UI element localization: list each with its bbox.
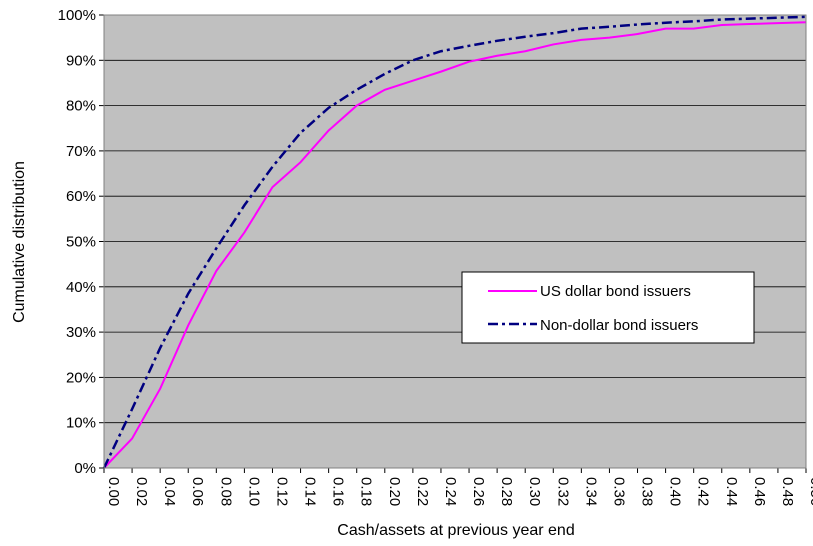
series-lines	[102, 15, 807, 469]
y-tick-label: 70%	[66, 143, 96, 160]
y-tick-label: 80%	[66, 98, 96, 115]
legend: US dollar bond issuers Non-dollar bond i…	[461, 271, 755, 344]
x-tick-label: 0.08	[217, 477, 234, 506]
x-tick-label: 0.02	[133, 477, 150, 506]
x-tick-label: 0.34	[582, 477, 599, 506]
y-tick-label: 10%	[66, 415, 96, 432]
x-tick-label: 0.04	[161, 477, 178, 506]
x-tick-label: 0.36	[610, 477, 627, 506]
x-tick-label: 0.00	[105, 477, 122, 506]
series-line-non-dollar	[102, 15, 807, 469]
x-tick-label: 0.40	[667, 477, 684, 506]
series-line-us-dollar	[103, 21, 807, 469]
x-axis-title: Cash/assets at previous year end	[337, 522, 574, 539]
y-tick-label: 100%	[58, 7, 96, 24]
y-axis-ticks: 0% 10% 20% 30% 40% 50% 60% 70% 80% 90% 100%	[58, 7, 104, 477]
legend-label-us-dollar: US dollar bond issuers	[540, 283, 691, 300]
x-tick-label: 0.10	[245, 477, 262, 506]
x-tick-label: 0.50	[807, 477, 813, 506]
x-tick-label: 0.24	[442, 477, 459, 506]
x-tick-label: 0.26	[470, 477, 487, 506]
x-tick-label: 0.30	[526, 477, 543, 506]
x-tick-label: 0.42	[695, 477, 712, 506]
y-tick-label: 0%	[74, 460, 96, 477]
x-tick-label: 0.20	[386, 477, 403, 506]
x-tick-label: 0.38	[639, 477, 656, 506]
y-tick-label: 60%	[66, 188, 96, 205]
legend-label-non-dollar: Non-dollar bond issuers	[540, 317, 698, 334]
x-tick-label: 0.44	[723, 477, 740, 506]
x-axis-ticks: 0.00 0.02 0.04 0.06 0.08 0.10 0.12 0.14 0.16 0.18…	[103, 468, 813, 506]
y-tick-label: 30%	[66, 324, 96, 341]
x-tick-label: 0.16	[330, 477, 347, 506]
x-tick-label: 0.22	[414, 477, 431, 506]
plot-border	[103, 14, 807, 469]
x-tick-label: 0.28	[498, 477, 515, 506]
y-tick-label: 40%	[66, 279, 96, 296]
x-tick-label: 0.14	[302, 477, 319, 506]
x-tick-label: 0.46	[751, 477, 768, 506]
x-tick-label: 0.06	[189, 477, 206, 506]
legend-box	[461, 271, 755, 344]
y-axis-title: Cumulative distribution	[11, 161, 28, 323]
x-tick-label: 0.18	[358, 477, 375, 506]
y-tick-label: 20%	[66, 369, 96, 386]
x-tick-label: 0.48	[779, 477, 796, 506]
x-tick-label: 0.32	[554, 477, 571, 506]
x-tick-label: 0.12	[273, 477, 290, 506]
y-tick-label: 50%	[66, 234, 96, 251]
y-tick-label: 90%	[66, 52, 96, 69]
